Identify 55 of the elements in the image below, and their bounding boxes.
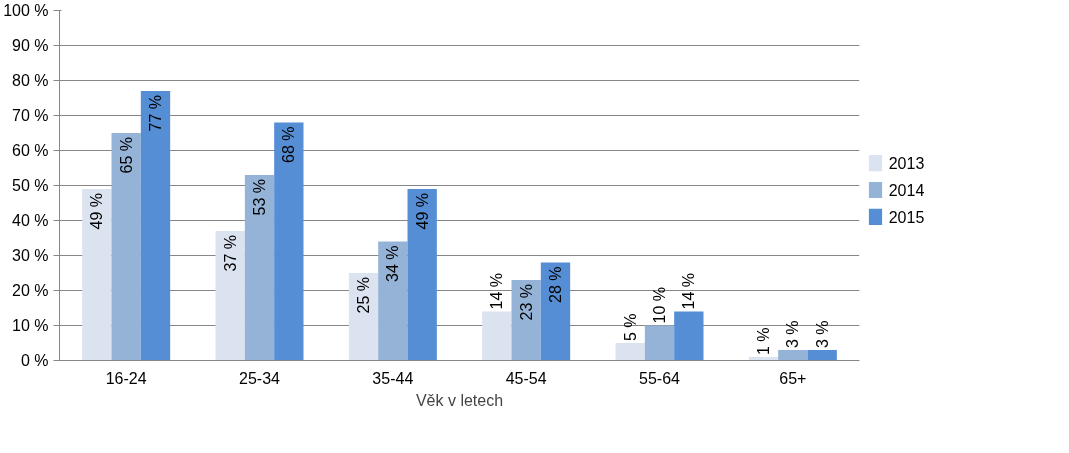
bar <box>215 231 245 361</box>
data-label: 25 % <box>355 277 372 314</box>
data-label: 14 % <box>488 273 506 310</box>
legend-label: 2014 <box>888 182 925 199</box>
data-label: 49 % <box>88 193 106 230</box>
data-label: 23 % <box>517 284 535 321</box>
bar <box>482 311 512 361</box>
bar <box>674 311 704 361</box>
y-tick-label: 0 % <box>20 352 49 369</box>
y-tick-label: 80 % <box>12 72 49 89</box>
y-tick-label: 100 % <box>3 2 49 19</box>
bar <box>274 122 304 361</box>
y-tick-label: 30 % <box>12 247 49 264</box>
bar <box>82 189 112 361</box>
bar <box>348 273 379 361</box>
x-tick-label: 55-64 <box>639 369 681 387</box>
data-label: 77 % <box>147 95 164 132</box>
x-tick-label: 45-54 <box>505 369 547 387</box>
data-label: 5 % <box>621 313 639 341</box>
data-label: 3 % <box>813 320 831 348</box>
bar <box>407 189 437 361</box>
bar <box>807 350 837 361</box>
bar <box>644 325 675 361</box>
y-tick-label: 50 % <box>12 177 49 194</box>
legend-label: 2013 <box>888 155 925 173</box>
data-label: 3 % <box>784 320 802 348</box>
data-label: 37 % <box>221 235 239 272</box>
legend-label: 2015 <box>888 208 925 226</box>
y-tick-label: 20 % <box>12 282 49 299</box>
data-label: 53 % <box>251 179 268 216</box>
y-tick-label: 60 % <box>12 142 49 159</box>
data-label: 28 % <box>547 266 564 303</box>
data-label: 68 % <box>280 126 298 163</box>
data-label: 49 % <box>413 193 431 230</box>
bar <box>378 241 408 361</box>
y-tick-label: 90 % <box>12 37 49 54</box>
bar <box>778 350 808 361</box>
data-label: 14 % <box>680 273 698 310</box>
y-tick-label: 40 % <box>12 212 49 229</box>
data-label: 34 % <box>384 245 402 282</box>
y-tick-label: 10 % <box>12 317 49 334</box>
x-tick-label: 65+ <box>779 369 807 387</box>
bar <box>140 91 171 361</box>
data-label: 65 % <box>117 137 135 174</box>
data-label: 1 % <box>755 327 772 355</box>
x-tick-label: 35-44 <box>372 369 414 387</box>
y-tick-label: 70 % <box>12 107 49 124</box>
x-tick-label: 25-34 <box>239 369 281 387</box>
data-label: 10 % <box>651 287 668 324</box>
bar <box>615 343 645 361</box>
x-tick-label: 16-24 <box>105 369 147 387</box>
bar <box>244 175 275 361</box>
bar <box>111 133 141 361</box>
bar <box>540 262 571 361</box>
x-axis-title: Věk v letech <box>415 391 504 409</box>
